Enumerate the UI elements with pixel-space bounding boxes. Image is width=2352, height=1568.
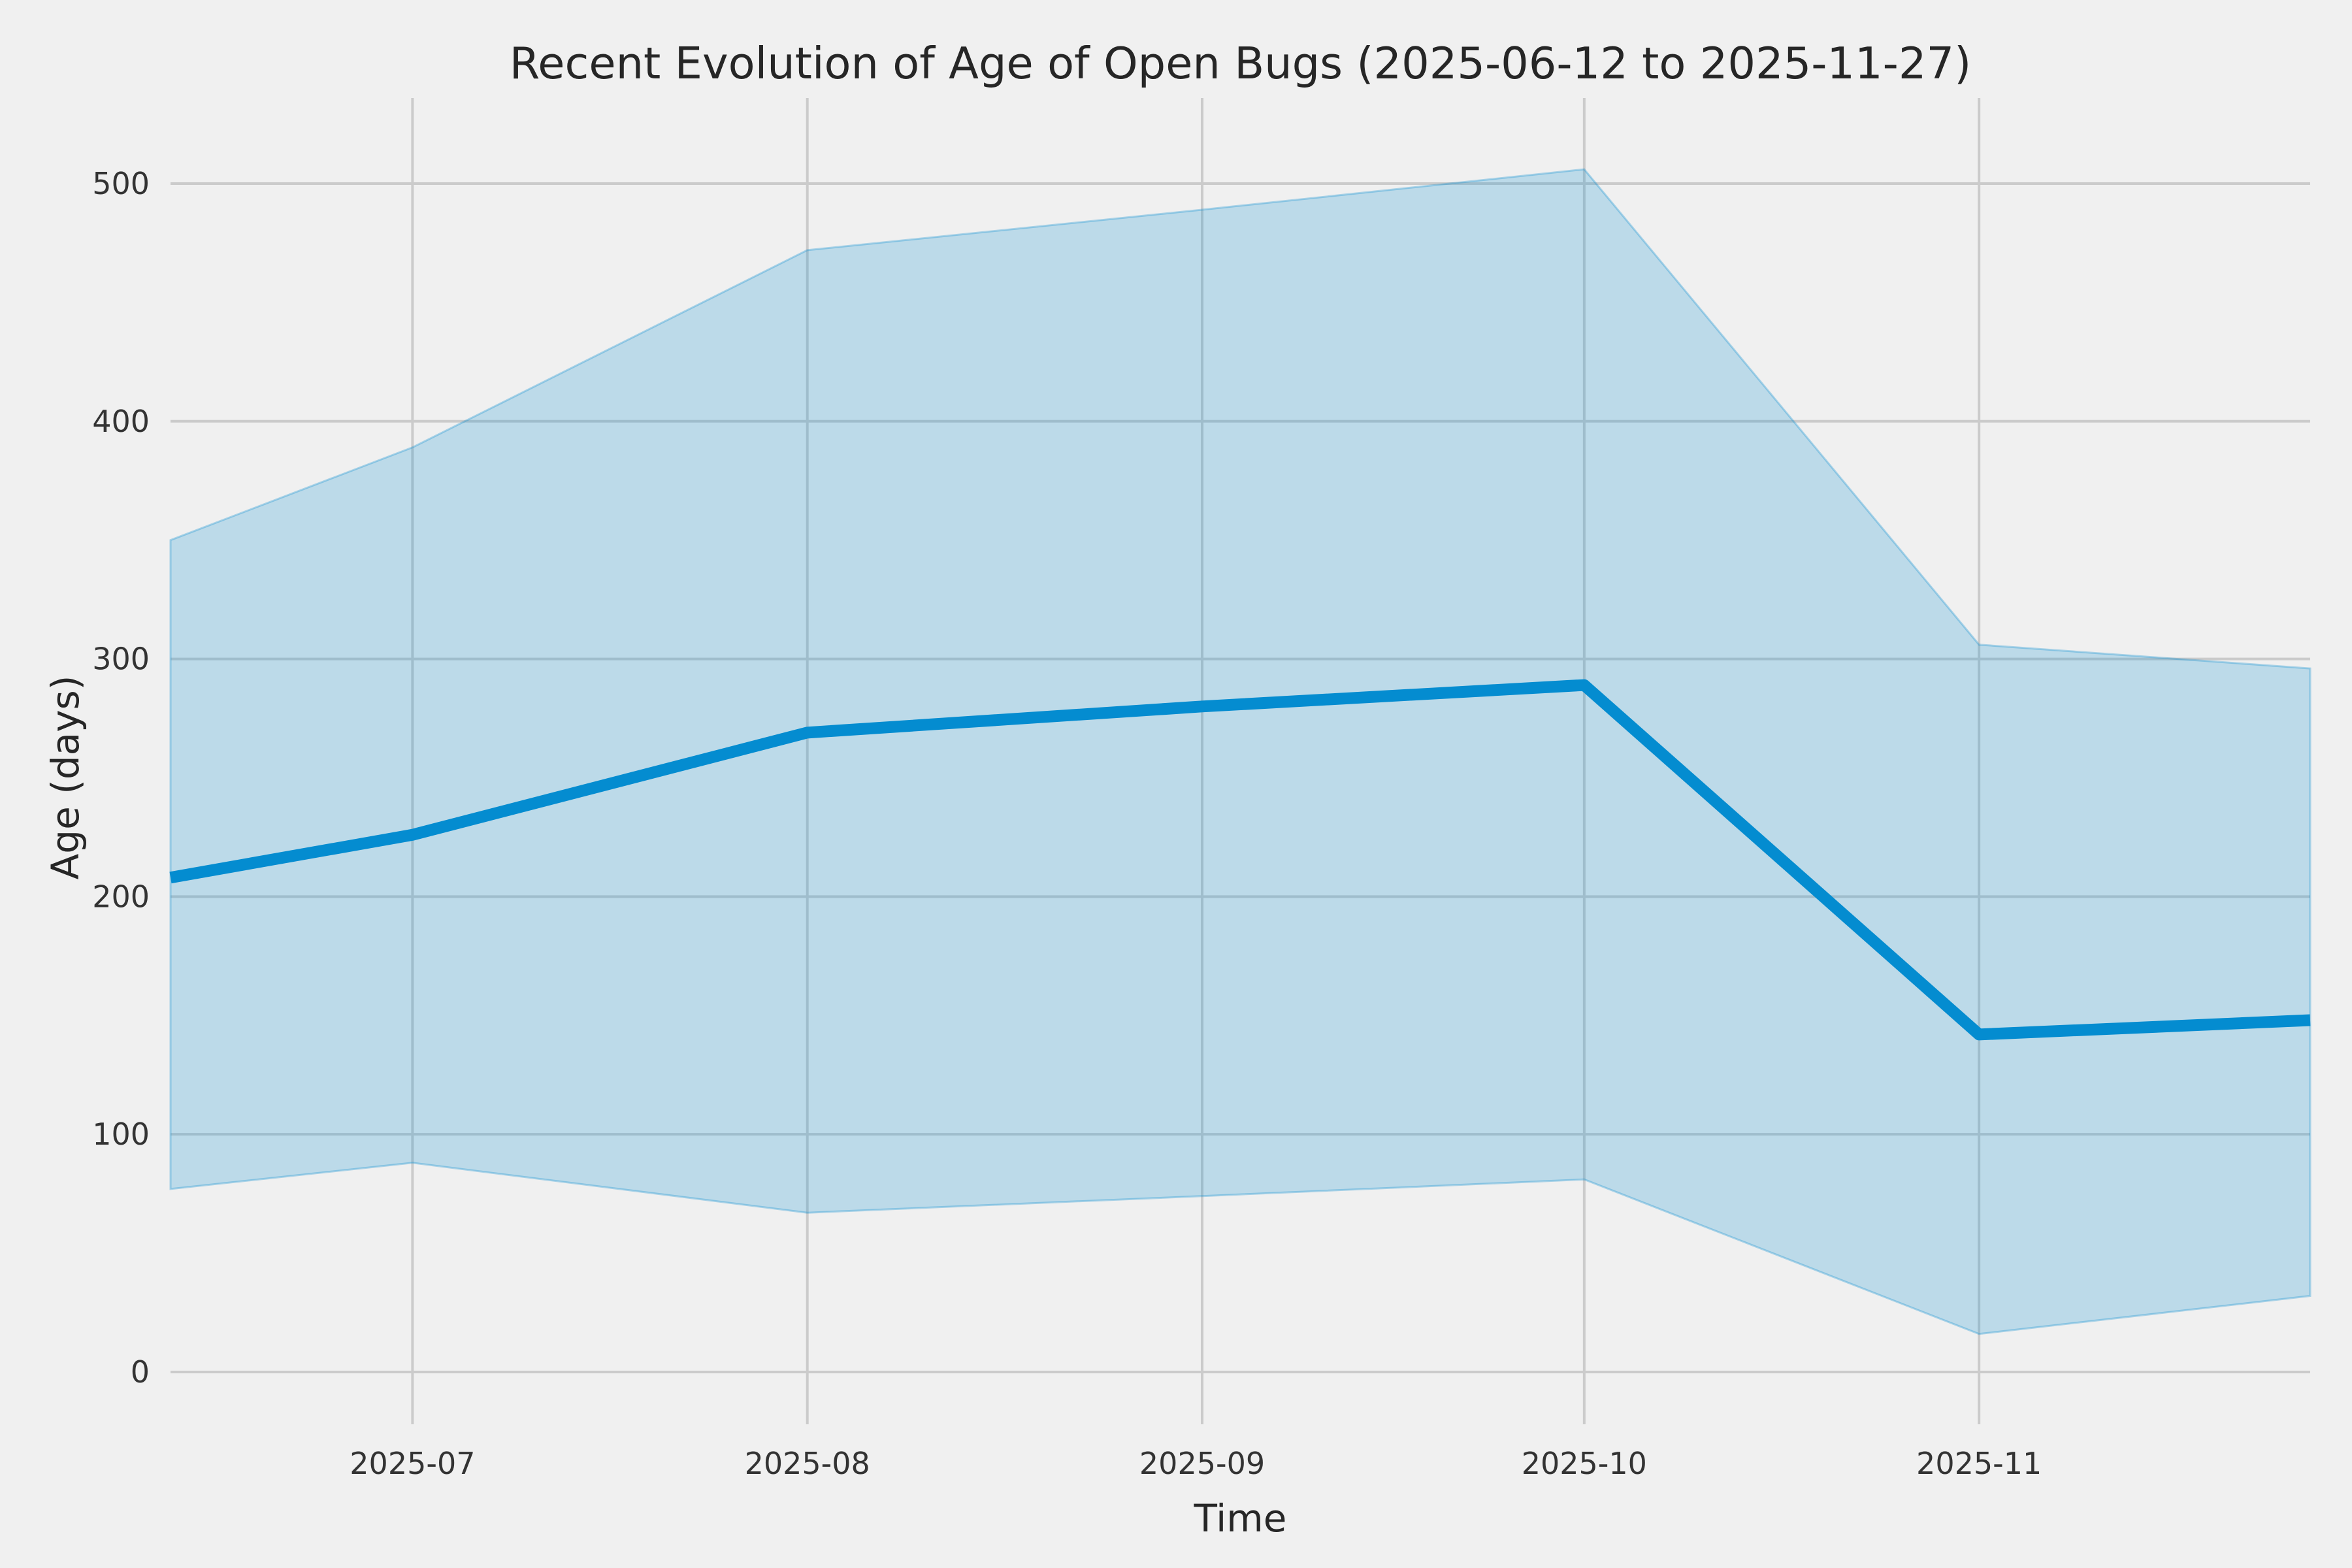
x-tick-label: 2025-11 (1916, 1446, 2042, 1481)
x-tick-label: 2025-08 (745, 1446, 870, 1481)
x-tick-label: 2025-10 (1522, 1446, 1647, 1481)
median-line (169, 679, 2311, 1041)
x-tick-label: 2025-07 (350, 1446, 475, 1481)
x-tick-label: 2025-09 (1139, 1446, 1265, 1481)
confidence-band (169, 168, 2311, 1335)
y-tick-label: 400 (92, 404, 150, 439)
x-axis-label: Time (1194, 1496, 1287, 1541)
y-tick-label: 0 (131, 1354, 150, 1390)
y-tick-label: 500 (92, 166, 150, 201)
y-tick-label: 200 (92, 879, 150, 914)
y-tick-label: 100 (92, 1117, 150, 1152)
y-axis-label: Age (days) (43, 675, 88, 880)
y-tick-label: 300 (92, 642, 150, 677)
chart-title: Recent Evolution of Age of Open Bugs (20… (509, 38, 1972, 89)
